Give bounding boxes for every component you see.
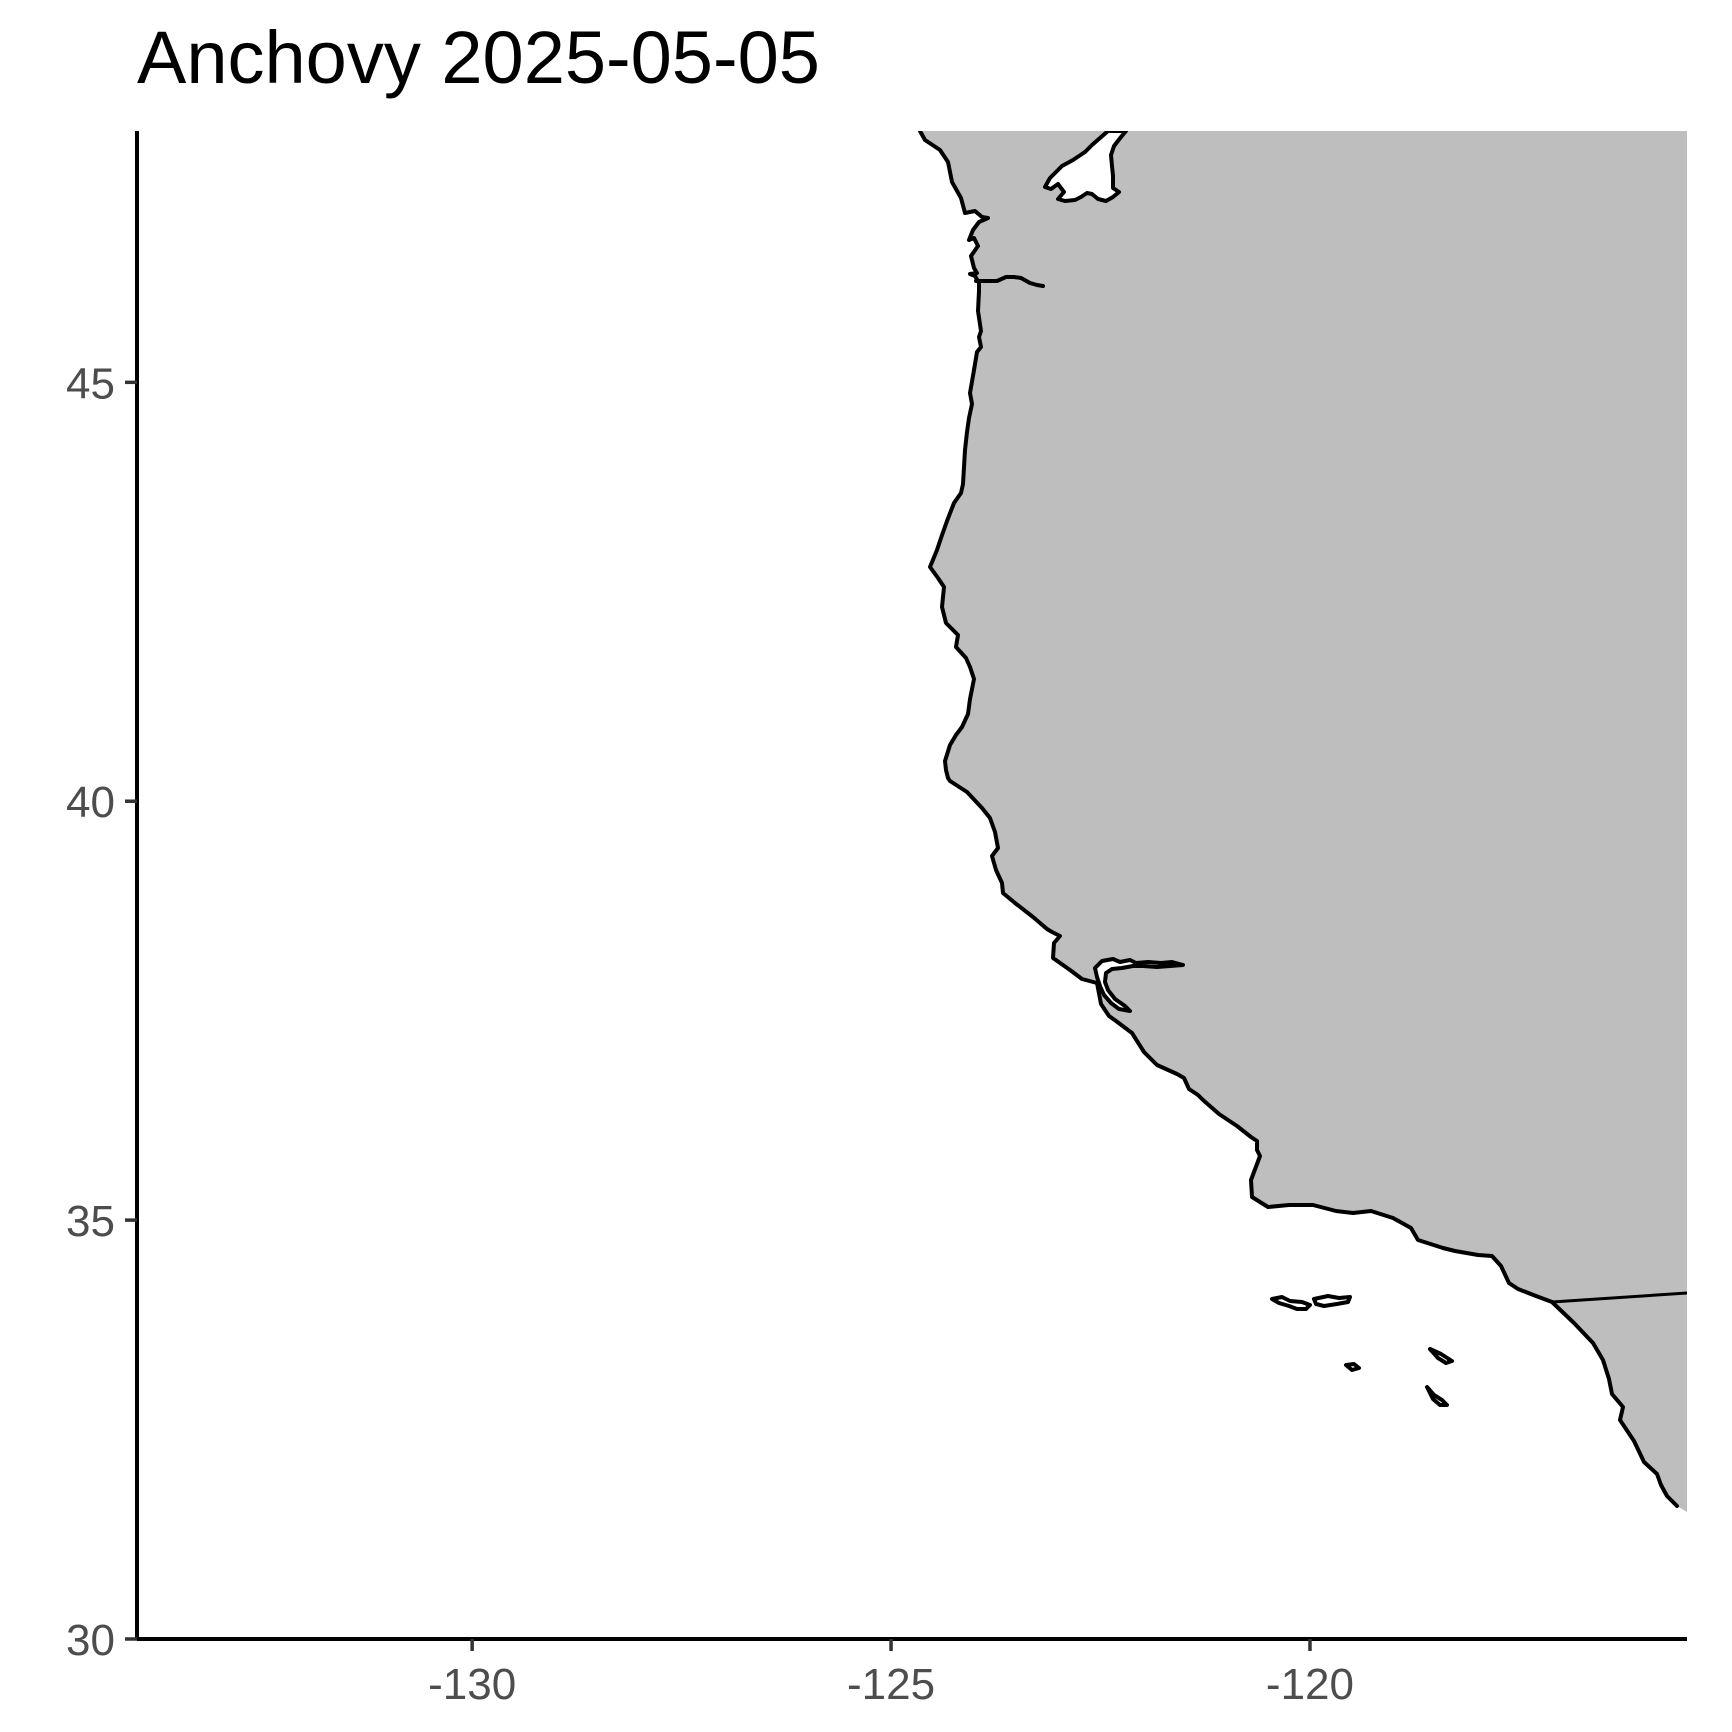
land-mainland	[920, 131, 1687, 1512]
map-title: Anchovy 2025-05-05	[137, 16, 820, 99]
channel-island-5	[1425, 1385, 1449, 1407]
x-tick-label: -130	[428, 1660, 516, 1709]
y-tick-label: 45	[66, 359, 115, 408]
x-tick-label: -120	[1266, 1660, 1354, 1709]
coastline	[918, 131, 1679, 1508]
y-tick-label: 40	[66, 778, 115, 827]
us-mexico-border	[1551, 1291, 1687, 1304]
channel-island-2	[1312, 1294, 1352, 1308]
puget-sound	[1043, 131, 1128, 203]
channel-island-3	[1344, 1362, 1361, 1372]
channel-island-4	[1428, 1347, 1454, 1365]
map-panel	[137, 131, 1687, 1639]
y-axis-ticks: 30 35 40 45	[66, 359, 137, 1665]
x-axis-ticks: -130 -125 -120	[428, 1639, 1354, 1709]
y-tick-label: 35	[66, 1197, 115, 1246]
x-tick-label: -125	[847, 1660, 935, 1709]
columbia-river	[974, 275, 1045, 288]
sf-bay	[1093, 957, 1185, 1013]
y-tick-label: 30	[66, 1616, 115, 1665]
channel-island-1	[1270, 1295, 1312, 1311]
